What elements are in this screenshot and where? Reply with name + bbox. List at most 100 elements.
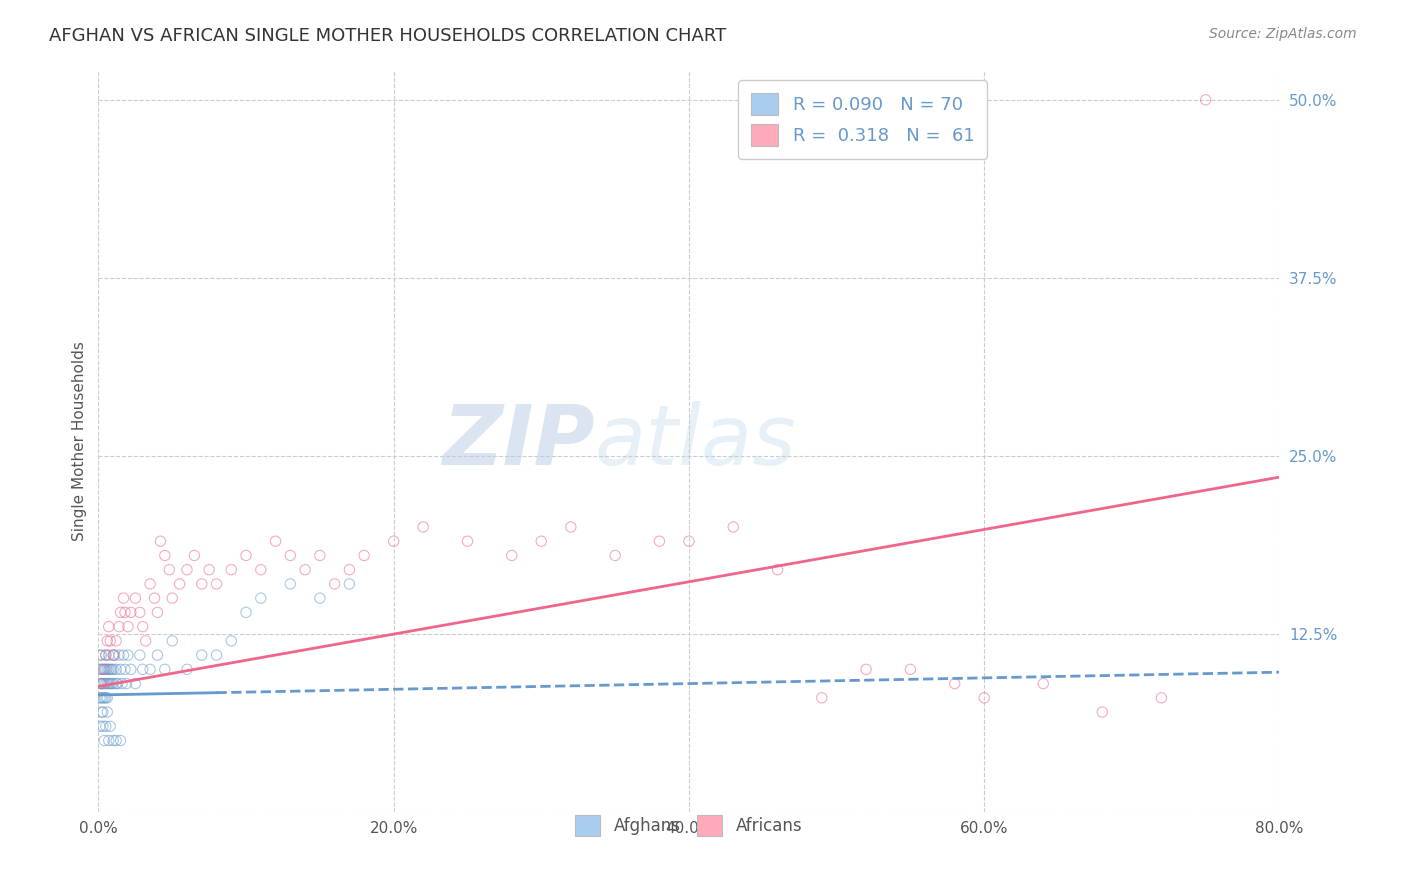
Point <box>107 676 129 690</box>
Point <box>162 633 183 648</box>
Point <box>96 633 118 648</box>
Y-axis label: Single Mother Households: Single Mother Households <box>72 342 87 541</box>
Point <box>94 648 117 662</box>
Point <box>339 563 361 577</box>
Point <box>98 676 121 690</box>
Point <box>124 591 146 606</box>
Point <box>93 662 115 676</box>
Point <box>103 733 125 747</box>
Point <box>91 690 114 705</box>
Point <box>149 534 172 549</box>
Point <box>120 662 142 676</box>
Point <box>382 534 405 549</box>
Text: AFGHAN VS AFRICAN SINGLE MOTHER HOUSEHOLDS CORRELATION CHART: AFGHAN VS AFRICAN SINGLE MOTHER HOUSEHOL… <box>49 27 727 45</box>
Point <box>90 662 112 676</box>
Point <box>100 676 122 690</box>
Point <box>91 662 114 676</box>
Point <box>530 534 553 549</box>
Text: Source: ZipAtlas.com: Source: ZipAtlas.com <box>1209 27 1357 41</box>
Point <box>323 577 346 591</box>
Point <box>96 690 118 705</box>
Point <box>153 662 176 676</box>
Point <box>132 619 155 633</box>
Point <box>91 705 114 719</box>
Point <box>723 520 745 534</box>
Point <box>103 676 125 690</box>
Point <box>103 648 125 662</box>
Point <box>93 733 115 747</box>
Point <box>143 591 166 606</box>
Point <box>117 648 139 662</box>
Point <box>146 606 169 620</box>
Point <box>114 606 136 620</box>
Point <box>115 676 138 690</box>
Point <box>183 549 205 563</box>
Point <box>105 633 128 648</box>
Point <box>97 676 120 690</box>
Point <box>128 648 150 662</box>
Point <box>157 563 180 577</box>
Point <box>146 648 169 662</box>
Point <box>96 705 118 719</box>
Point <box>90 676 112 690</box>
Point <box>89 690 111 705</box>
Point <box>176 662 198 676</box>
Point <box>89 662 111 676</box>
Point <box>250 591 273 606</box>
Point <box>648 534 671 549</box>
Point <box>110 606 132 620</box>
Point <box>139 577 162 591</box>
Point <box>103 662 125 676</box>
Point <box>855 662 877 676</box>
Point <box>90 690 112 705</box>
Point <box>98 719 121 733</box>
Point <box>97 648 120 662</box>
Point <box>89 676 111 690</box>
Point <box>93 676 115 690</box>
Point <box>264 534 287 549</box>
Point <box>766 563 789 577</box>
Point <box>1032 676 1054 690</box>
Point <box>339 577 361 591</box>
Point <box>108 619 131 633</box>
Point <box>98 633 121 648</box>
Point <box>1091 705 1114 719</box>
Point <box>110 733 132 747</box>
Point <box>139 662 162 676</box>
Point <box>1195 93 1218 107</box>
Point <box>176 563 198 577</box>
Point <box>104 648 127 662</box>
Point <box>112 648 135 662</box>
Point <box>97 733 120 747</box>
Point <box>973 690 995 705</box>
Point <box>353 549 375 563</box>
Point <box>250 563 273 577</box>
Point <box>162 591 183 606</box>
Point <box>105 733 128 747</box>
Point <box>94 648 117 662</box>
Point <box>108 648 131 662</box>
Point <box>900 662 922 676</box>
Point <box>91 719 114 733</box>
Point <box>205 648 228 662</box>
Point <box>105 662 128 676</box>
Point <box>89 648 111 662</box>
Point <box>105 676 128 690</box>
Point <box>678 534 700 549</box>
Legend: Afghans, Africans: Afghans, Africans <box>567 807 811 844</box>
Point <box>221 633 243 648</box>
Point <box>153 549 176 563</box>
Point <box>128 606 150 620</box>
Point <box>205 577 228 591</box>
Point <box>132 662 155 676</box>
Point <box>97 662 120 676</box>
Point <box>89 719 111 733</box>
Point <box>309 549 332 563</box>
Point <box>810 690 832 705</box>
Point <box>280 577 302 591</box>
Point <box>111 676 134 690</box>
Point <box>135 633 157 648</box>
Point <box>943 676 966 690</box>
Point <box>112 591 135 606</box>
Point <box>94 719 117 733</box>
